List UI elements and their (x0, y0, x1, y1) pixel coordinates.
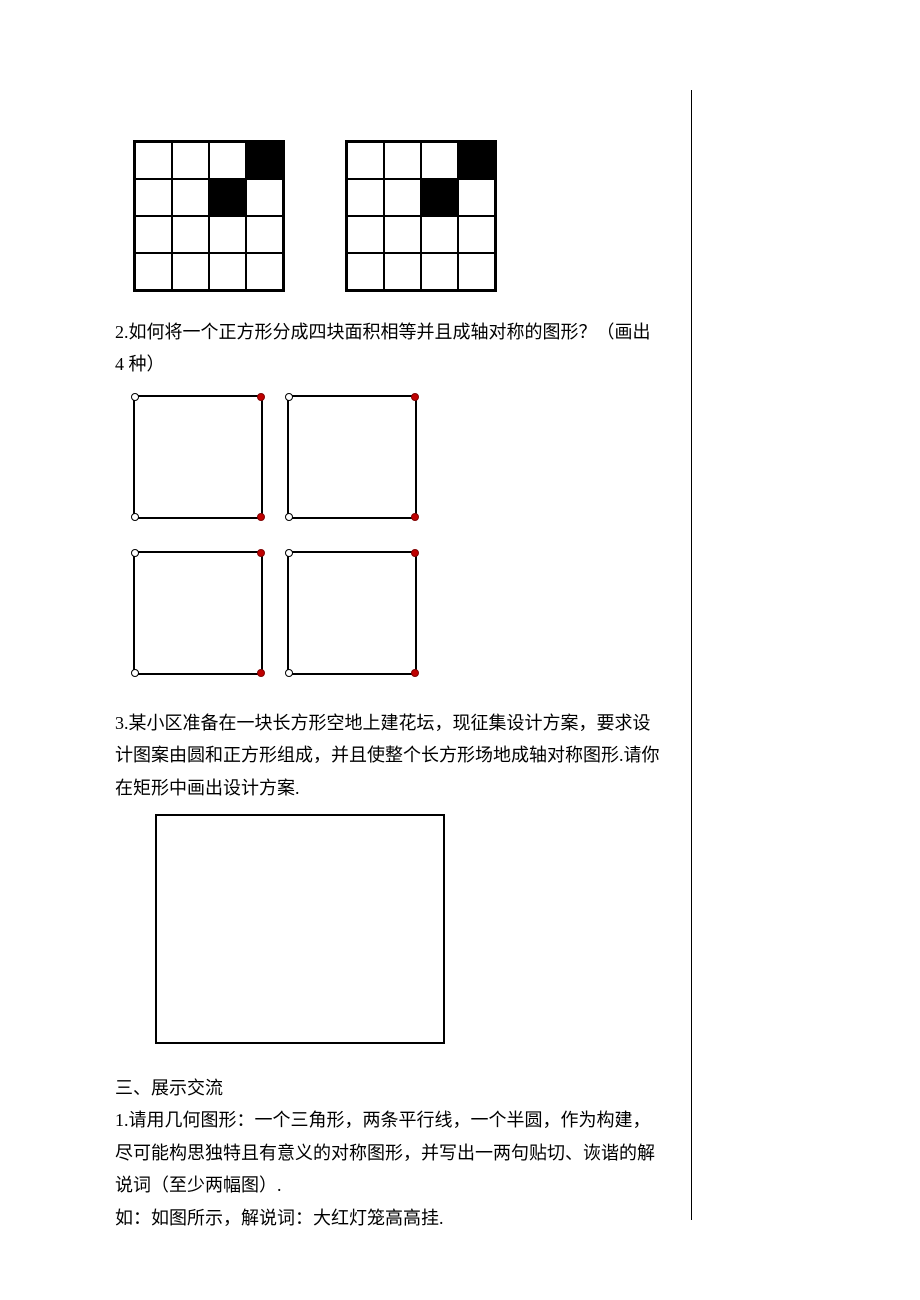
corner-dot (131, 513, 139, 521)
corner-dot (285, 549, 293, 557)
grid-cell (172, 216, 209, 253)
grid-cell (209, 253, 246, 290)
grid-row (135, 179, 283, 216)
grid-cell (384, 216, 421, 253)
corner-dot (257, 513, 265, 521)
corner-dot (411, 549, 419, 557)
question-2: 2.如何将一个正方形分成四块面积相等并且成轴对称的图形？（画出 4 种） (115, 316, 805, 381)
question-2-line2: 4 种） (115, 348, 805, 380)
square-box-2 (287, 395, 417, 519)
grid-cell (458, 142, 495, 179)
grid-cell (172, 253, 209, 290)
grid-cell (209, 142, 246, 179)
corner-dot (257, 549, 265, 557)
grid-row (135, 253, 283, 290)
grid-cell (246, 142, 283, 179)
square-box-1 (133, 395, 263, 519)
section-3-example: 如：如图所示，解说词：大红灯笼高高挂. (115, 1202, 805, 1234)
grid-row (135, 216, 283, 253)
corner-dot (257, 393, 265, 401)
grid-row (347, 142, 495, 179)
grid-cell (347, 216, 384, 253)
section-3: 三、展示交流 1.请用几何图形：一个三角形，两条平行线，一个半圆，作为构建， 尽… (115, 1072, 805, 1234)
grid-cell (347, 253, 384, 290)
section-3-item1-line1: 1.请用几何图形：一个三角形，两条平行线，一个半圆，作为构建， (115, 1104, 805, 1136)
corner-dot (285, 669, 293, 677)
grid-cell (135, 179, 172, 216)
question-3-line2: 计图案由圆和正方形组成，并且使整个长方形场地成轴对称图形.请你 (115, 739, 805, 771)
question-3: 3.某小区准备在一块长方形空地上建花坛，现征集设计方案，要求设 计图案由圆和正方… (115, 707, 805, 804)
corner-dot (131, 549, 139, 557)
grid-row (135, 142, 283, 179)
grid-cell (135, 216, 172, 253)
squares-row-2 (133, 551, 805, 675)
grid-cell (347, 179, 384, 216)
grid-cell (135, 142, 172, 179)
section-3-item1-line2: 尽可能构思独特且有意义的对称图形，并写出一两句贴切、诙谐的解 (115, 1137, 805, 1169)
grid-cell (135, 253, 172, 290)
grid-cell (458, 216, 495, 253)
squares-row-1 (133, 395, 805, 519)
grid-cell (384, 179, 421, 216)
grid-cell (209, 179, 246, 216)
corner-dot (131, 669, 139, 677)
grid-cell (209, 216, 246, 253)
grid-cell (246, 216, 283, 253)
square-box-4 (287, 551, 417, 675)
grid-cell (421, 216, 458, 253)
grid-cell (421, 179, 458, 216)
grid-cell (246, 179, 283, 216)
grid-cell (421, 253, 458, 290)
squares-container (133, 395, 805, 675)
grid-cell (172, 142, 209, 179)
grid-cell (347, 142, 384, 179)
question-2-line1: 2.如何将一个正方形分成四块面积相等并且成轴对称的图形？（画出 (115, 316, 805, 348)
section-3-heading: 三、展示交流 (115, 1072, 805, 1104)
grid-cell (384, 253, 421, 290)
grid-cell (172, 179, 209, 216)
corner-dot (411, 669, 419, 677)
grid-row (347, 179, 495, 216)
question-3-line1: 3.某小区准备在一块长方形空地上建花坛，现征集设计方案，要求设 (115, 707, 805, 739)
grid-cell (458, 253, 495, 290)
section-3-item1-line3: 说词（至少两幅图）. (115, 1169, 805, 1201)
corner-dot (411, 513, 419, 521)
corner-dot (257, 669, 265, 677)
corner-dot (411, 393, 419, 401)
corner-dot (285, 513, 293, 521)
grid-cell (246, 253, 283, 290)
grid-cell (384, 142, 421, 179)
grid-row (347, 253, 495, 290)
grid-4x4-left (133, 140, 285, 292)
corner-dot (285, 393, 293, 401)
grids-container (133, 140, 805, 292)
square-box-3 (133, 551, 263, 675)
question-3-line3: 在矩形中画出设计方案. (115, 772, 805, 804)
grid-cell (458, 179, 495, 216)
grid-row (347, 216, 495, 253)
document-page: 2.如何将一个正方形分成四块面积相等并且成轴对称的图形？（画出 4 种） (0, 0, 920, 1234)
corner-dot (131, 393, 139, 401)
grid-cell (421, 142, 458, 179)
rectangle-drawing-area (155, 814, 445, 1044)
grid-4x4-right (345, 140, 497, 292)
